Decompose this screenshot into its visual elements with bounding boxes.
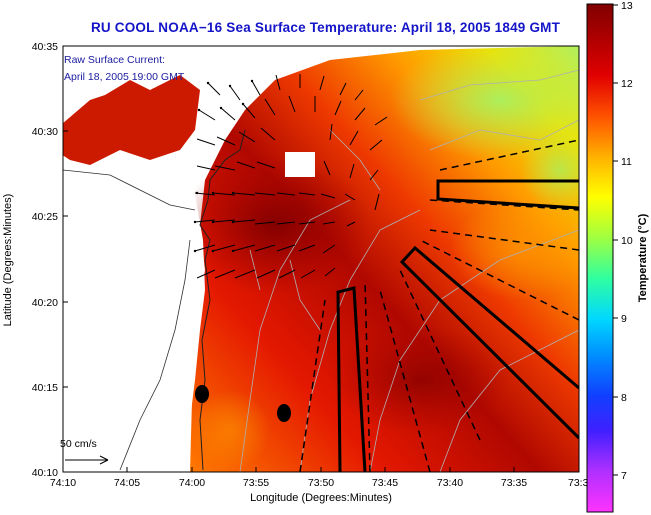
- y-tick-3: 40:20: [32, 297, 58, 309]
- current-vectors: [194, 74, 388, 279]
- x-tick-4: 73:50: [308, 477, 334, 489]
- x-tick-6: 73:40: [437, 477, 463, 489]
- current-annotation-line1: Raw Surface Current:: [64, 54, 165, 66]
- radar-solid-sectors: [336, 179, 579, 472]
- y-axis: 40:35 40:30 40:25 40:20 40:15 40:10 Lati…: [2, 41, 68, 479]
- y-tick-4: 40:15: [32, 382, 58, 394]
- x-tick-3: 73:55: [243, 477, 269, 489]
- x-axis-label: Longitude (Degrees:Minutes): [250, 492, 392, 504]
- y-axis-label: Latitude (Degrees:Minutes): [2, 194, 14, 327]
- y-tick-0: 40:35: [32, 41, 58, 53]
- cloud-gap: [285, 152, 315, 177]
- colorbar-tick-7: 7: [621, 470, 627, 482]
- colorbar-tick-9: 9: [621, 313, 627, 325]
- y-tick-2: 40:25: [32, 211, 58, 223]
- vector-heads: [193, 79, 254, 253]
- map-panel: [63, 46, 579, 472]
- land-mask-north: [200, 46, 270, 80]
- current-annotation-line2: April 18, 2005 19:00 GMT: [64, 71, 185, 83]
- x-tick-2: 74:00: [179, 477, 205, 489]
- scale-label: 50 cm/s: [60, 438, 97, 450]
- y-tick-1: 40:30: [32, 126, 58, 138]
- colorbar-label: Temperature (°C): [637, 213, 649, 302]
- colorbar-tick-8: 8: [621, 392, 627, 404]
- radar-dashed-lines: [299, 139, 579, 472]
- x-tick-8: 73:3: [568, 477, 589, 489]
- nearshore-sst-patch: [63, 75, 200, 165]
- land-mask: [63, 160, 205, 472]
- x-axis: 74:10 74:05 74:00 73:55 73:50 73:45 73:4…: [50, 467, 589, 504]
- x-tick-5: 73:45: [372, 477, 398, 489]
- x-tick-0: 74:10: [50, 477, 76, 489]
- colorbar-tick-10: 10: [621, 235, 633, 247]
- x-tick-1: 74:05: [114, 477, 140, 489]
- x-tick-7: 73:35: [501, 477, 527, 489]
- y-tick-5: 40:10: [32, 467, 58, 479]
- colorbar-ramp: [586, 3, 614, 513]
- colorbar-tick-12: 12: [621, 78, 633, 90]
- colorbar: 13 12 11 10 9 8 7 Temperature (°C): [586, 0, 649, 513]
- inland-boundary: [63, 169, 196, 471]
- buoy-marker-1: [195, 385, 209, 403]
- colorbar-tick-13: 13: [621, 0, 633, 12]
- colorbar-tick-11: 11: [621, 156, 632, 168]
- coastline: [199, 129, 246, 471]
- scale-arrow: [65, 455, 109, 465]
- buoy-marker-2: [277, 404, 291, 422]
- map-title: RU COOL NOAA−16 Sea Surface Temperature:…: [90, 20, 561, 35]
